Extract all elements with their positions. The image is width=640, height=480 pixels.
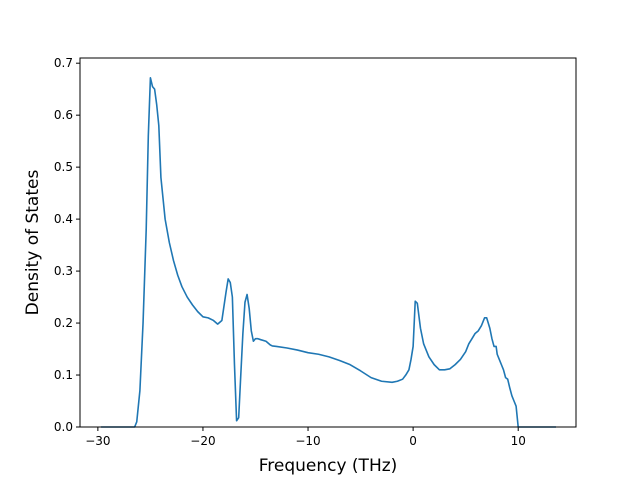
y-tick-label: 0.6 <box>54 108 73 122</box>
x-tick-label: −20 <box>190 434 215 448</box>
ticks-layer: −30 −20 −10 0 10 0.0 0.1 0.2 0.3 0.4 0.5 0.6 0.7 <box>54 56 526 448</box>
y-tick-label: 0.5 <box>54 160 73 174</box>
y-axis-label: Density of States <box>23 170 43 316</box>
x-tick-label: −10 <box>295 434 320 448</box>
x-tick-label: −30 <box>85 434 110 448</box>
x-tick-label: 10 <box>511 434 526 448</box>
y-tick-label: 0.4 <box>54 212 73 226</box>
y-tick-label: 0.1 <box>54 368 73 382</box>
series-layer <box>101 76 557 428</box>
x-axis-label: Frequency (THz) <box>259 456 398 476</box>
y-tick-label: 0.2 <box>54 316 73 330</box>
x-tick-label: 0 <box>409 434 417 448</box>
y-tick-label: 0.7 <box>54 56 73 70</box>
plot-frame <box>79 57 577 428</box>
dos-series-line <box>101 76 557 428</box>
y-tick-label: 0.0 <box>54 420 73 434</box>
y-tick-label: 0.3 <box>54 264 73 278</box>
